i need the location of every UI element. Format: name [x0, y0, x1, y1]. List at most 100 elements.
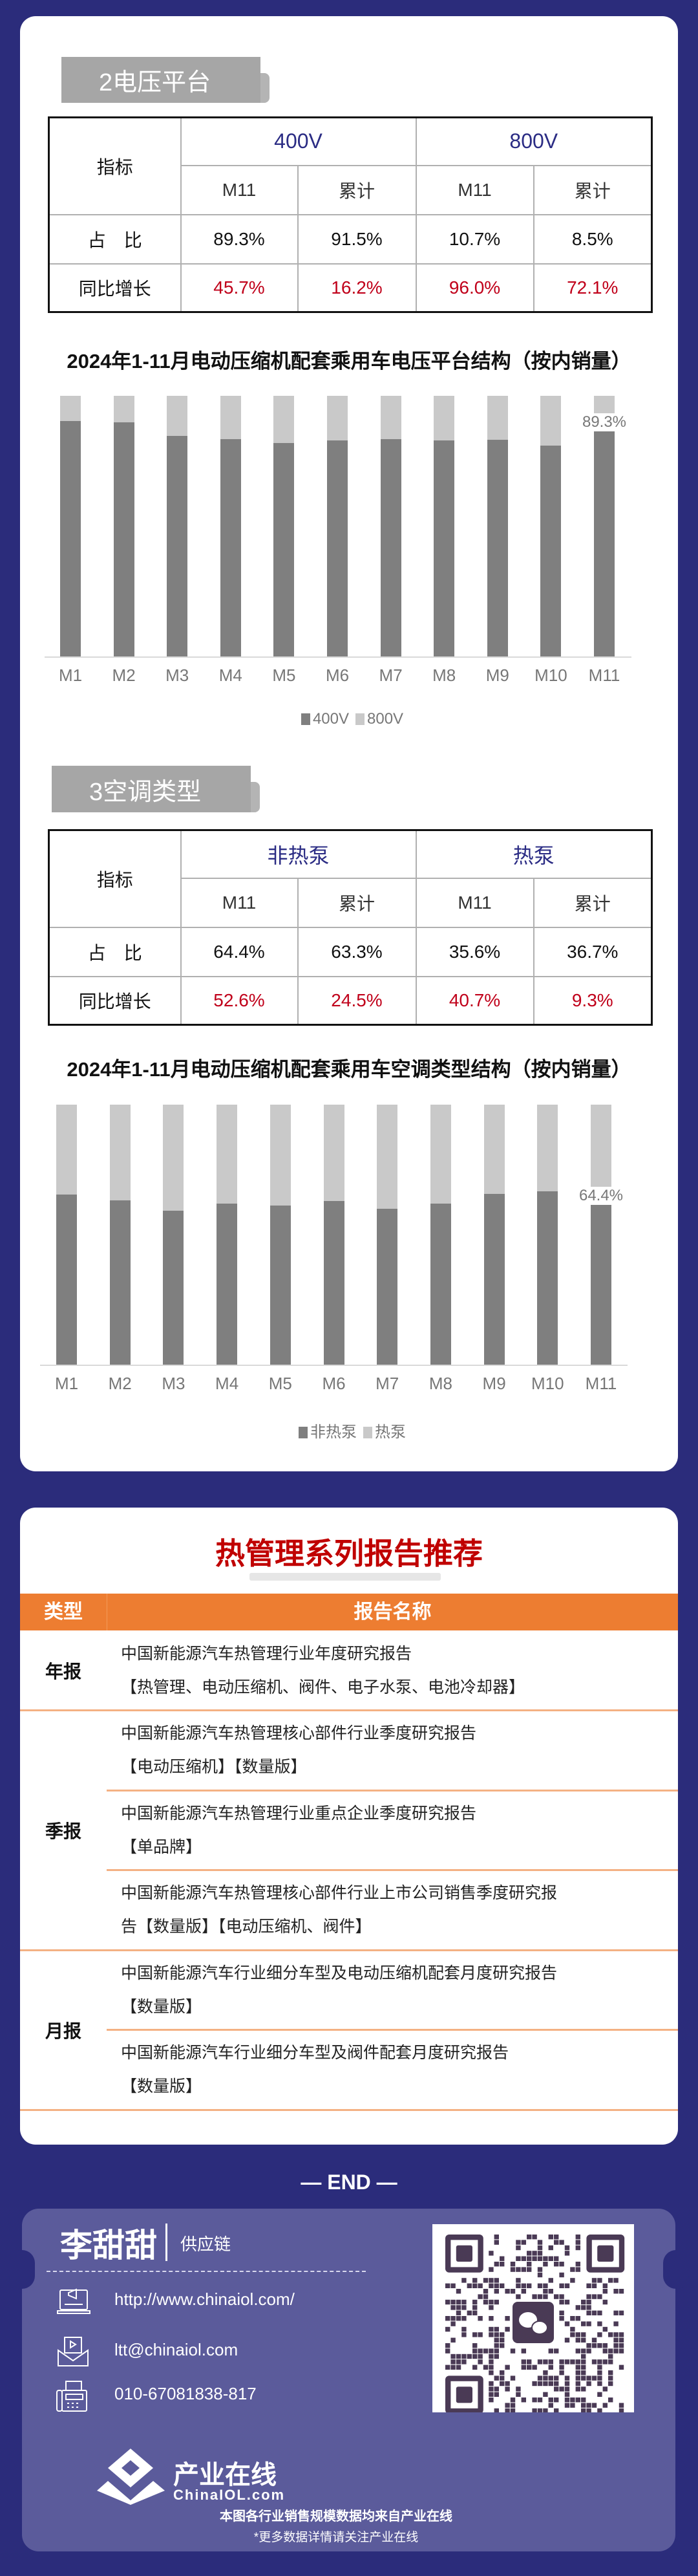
bar-热泵-M3 [163, 1105, 184, 1211]
follow-note: *更多数据详情请关注产业在线 [253, 2531, 419, 2544]
bar-800V-M6 [327, 396, 348, 440]
website-link[interactable]: http://www.chinaiol.com/ [114, 2289, 295, 2309]
bar-热泵-M9 [483, 1105, 505, 1195]
legend-swatch [299, 1427, 308, 1438]
x-tick-label: M6 [325, 666, 350, 685]
header-indicator: 指标 [48, 116, 182, 215]
section-tag-label: 3空调类型 [89, 778, 202, 806]
x-tick-label: M8 [432, 666, 456, 685]
x-tick-label: M3 [162, 1374, 185, 1393]
legend-label: 热泵 [375, 1423, 406, 1441]
col-type: 类型 [44, 1601, 83, 1623]
table-cell: 72.1% [533, 263, 653, 313]
type-quarterly: 季报 [45, 1821, 81, 1841]
bar-800V-M8 [434, 396, 455, 440]
divider [107, 1790, 678, 1791]
row-label: 同比增长 [48, 975, 182, 1026]
bar-非热泵-M10 [537, 1191, 558, 1365]
dashed-divider [47, 2271, 366, 2272]
bar-非热泵-M7 [377, 1209, 398, 1365]
report-item[interactable]: 中国新能源汽车热管理核心部件行业季度研究报告 【电动压缩机】【数量版】 [107, 1710, 678, 1790]
x-tick-label: M11 [588, 666, 620, 685]
x-tick-label: M9 [485, 666, 509, 685]
x-tick-label: M5 [272, 666, 296, 685]
legend-swatch [363, 1427, 372, 1438]
sub-header: 累计 [533, 877, 653, 928]
website-icon [57, 2288, 90, 2314]
x-tick-label: M7 [379, 666, 403, 685]
bar-400V-M2 [113, 422, 134, 656]
x-tick-label: M1 [54, 1374, 79, 1393]
bar-热泵-M6 [323, 1105, 344, 1201]
bar-400V-M8 [434, 440, 455, 656]
bar-非热泵-M11 [591, 1197, 611, 1365]
contact-role: 供应链 [180, 2235, 231, 2254]
legend: 非热泵 热泵 [0, 1419, 698, 1442]
x-tick-label: M10 [534, 666, 567, 685]
wechat-qr-code[interactable] [432, 2224, 634, 2412]
table-cell: 52.6% [180, 975, 299, 1026]
bar-非热泵-M4 [217, 1204, 238, 1365]
divider [107, 2029, 678, 2031]
sub-header: M11 [415, 164, 534, 215]
report-item[interactable]: 中国新能源汽车热管理行业年度研究报告 【热管理、电动压缩机、阀件、电子水泵、电池冷… [107, 1630, 678, 1710]
row-label: 同比增长 [48, 263, 182, 313]
x-tick-label: M10 [531, 1374, 564, 1393]
table-cell: 63.3% [297, 926, 417, 977]
legend-label: 800V [367, 710, 404, 728]
table-cell: 40.7% [415, 975, 534, 1026]
x-axis [40, 1365, 628, 1366]
x-tick-label: M1 [58, 666, 83, 685]
end-mark: — END — [301, 2170, 397, 2194]
report-line: 中国新能源汽车热管理核心部件行业上市公司销售季度研究报 [121, 1884, 558, 1902]
row-label: 占 比 [48, 213, 182, 265]
bar-非热泵-M1 [56, 1195, 77, 1365]
bar-非热泵-M9 [483, 1194, 505, 1365]
report-item[interactable]: 中国新能源汽车行业细分车型及电动压缩机配套月度研究报告 【数量版】 [107, 1950, 678, 2029]
bar-非热泵-M6 [323, 1200, 344, 1365]
report-line: 【数量版】 [121, 1997, 202, 2016]
bar-热泵-M1 [56, 1105, 77, 1195]
bar-热泵-M4 [217, 1105, 238, 1204]
table-cell: 16.2% [297, 263, 417, 313]
data-label: 89.3% [575, 413, 633, 432]
table-row: 同比增长 45.7% 16.2% 96.0% 72.1% [48, 263, 653, 313]
section-tag-voltage: 2电压平台 [61, 57, 270, 103]
email-link[interactable]: ltt@chinaiol.com [114, 2340, 238, 2359]
bar-400V-M1 [60, 421, 81, 656]
group-header: 400V [180, 116, 417, 166]
x-tick-label: M9 [482, 1374, 506, 1393]
legend-label: 400V [312, 710, 349, 728]
x-tick-label: M8 [428, 1374, 452, 1393]
table-cell: 64.4% [180, 926, 299, 977]
bar-800V-M4 [220, 396, 241, 439]
report-line: 中国新能源汽车热管理核心部件行业季度研究报告 [121, 1724, 477, 1742]
sub-header: M11 [180, 164, 299, 215]
bar-400V-M3 [167, 436, 188, 656]
chart-title-ac: 2024年1-11月电动压缩机配套乘用车空调类型结构（按内销量） [67, 1058, 631, 1081]
report-item[interactable]: 中国新能源汽车热管理行业重点企业季度研究报告 【单品牌】 [107, 1790, 678, 1870]
bar-400V-M11 [594, 424, 615, 656]
report-line: 中国新能源汽车热管理行业重点企业季度研究报告 [121, 1804, 477, 1823]
bar-400V-M4 [220, 438, 241, 656]
report-line: 中国新能源汽车行业细分车型及电动压缩机配套月度研究报告 [121, 1964, 558, 1982]
reports-header: 类型 报告名称 [20, 1594, 678, 1630]
report-item[interactable]: 中国新能源汽车热管理核心部件行业上市公司销售季度研究报 告【数量版】【电动压缩机、… [107, 1870, 678, 1950]
table-cell: 10.7% [415, 213, 534, 265]
legend-label: 非热泵 [310, 1423, 357, 1441]
table-row: 同比增长 52.6% 24.5% 40.7% 9.3% [48, 975, 653, 1026]
logo-en: ChinaIOL.com [173, 2487, 286, 2503]
report-item[interactable]: 中国新能源汽车行业细分车型及阀件配套月度研究报告 【数量版】 [107, 2029, 678, 2110]
x-tick-label: M2 [108, 1374, 132, 1393]
sub-header: 累计 [533, 164, 653, 215]
table-cell: 96.0% [415, 263, 534, 313]
x-tick-label: M4 [215, 1374, 239, 1393]
report-line: 【热管理、电动压缩机、阀件、电子水泵、电池冷却器】 [121, 1678, 525, 1696]
bar-400V-M10 [540, 445, 562, 656]
email-icon [58, 2337, 89, 2366]
bar-800V-M9 [487, 396, 508, 440]
row-label: 占 比 [48, 926, 182, 977]
ticket-notch [9, 2250, 35, 2289]
legend-swatch [301, 713, 310, 725]
bar-热泵-M10 [537, 1105, 558, 1192]
